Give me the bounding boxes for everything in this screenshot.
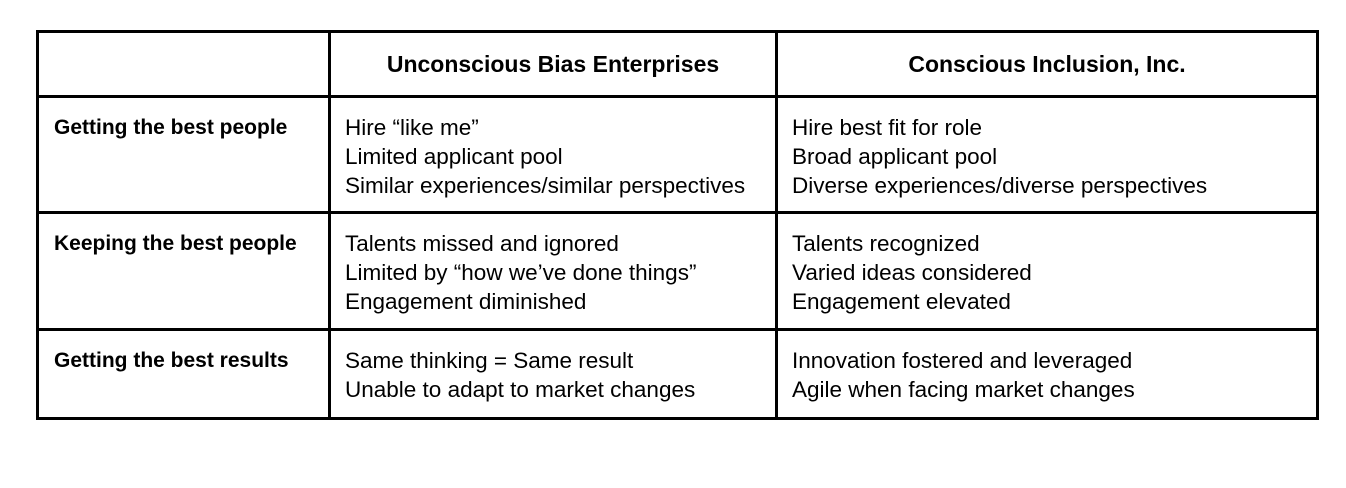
row-label: Getting the best results [36,328,331,420]
cell-line: Broad applicant pool [792,144,998,169]
header-empty-cell [36,30,331,98]
table-row: Getting the best results Same thinking =… [36,328,1319,420]
cell-line: Agile when facing market changes [792,377,1135,402]
table-row: Keeping the best people Talents missed a… [36,211,1319,331]
row-label: Keeping the best people [36,211,331,331]
cell-conscious: Innovation fostered and leveraged Agile … [775,328,1319,420]
cell-line: Engagement elevated [792,289,1011,314]
header-row: Unconscious Bias Enterprises Conscious I… [36,30,1319,98]
cell-line: Diverse experiences/diverse perspectives [792,173,1208,198]
cell-unconscious: Same thinking = Same result Unable to ad… [328,328,778,420]
cell-line: Same thinking = Same result [345,348,634,373]
cell-line: Talents missed and ignored [345,231,619,256]
cell-line: Engagement diminished [345,289,587,314]
cell-unconscious: Hire “like me” Limited applicant pool Si… [328,95,778,214]
cell-line: Varied ideas considered [792,260,1032,285]
header-unconscious-bias: Unconscious Bias Enterprises [328,30,778,98]
cell-unconscious: Talents missed and ignored Limited by “h… [328,211,778,331]
cell-line: Innovation fostered and leveraged [792,348,1133,373]
cell-line: Unable to adapt to market changes [345,377,696,402]
cell-line: Limited applicant pool [345,144,563,169]
cell-line: Limited by “how we’ve done things” [345,260,697,285]
cell-line: Talents recognized [792,231,980,256]
table-row: Getting the best people Hire “like me” L… [36,95,1319,214]
cell-conscious: Hire best fit for role Broad applicant p… [775,95,1319,214]
row-label: Getting the best people [36,95,331,214]
comparison-table: Unconscious Bias Enterprises Conscious I… [36,30,1319,420]
cell-line: Hire “like me” [345,115,479,140]
cell-line: Similar experiences/similar perspectives [345,173,746,198]
cell-line: Hire best fit for role [792,115,983,140]
cell-conscious: Talents recognized Varied ideas consider… [775,211,1319,331]
header-conscious-inclusion: Conscious Inclusion, Inc. [775,30,1319,98]
